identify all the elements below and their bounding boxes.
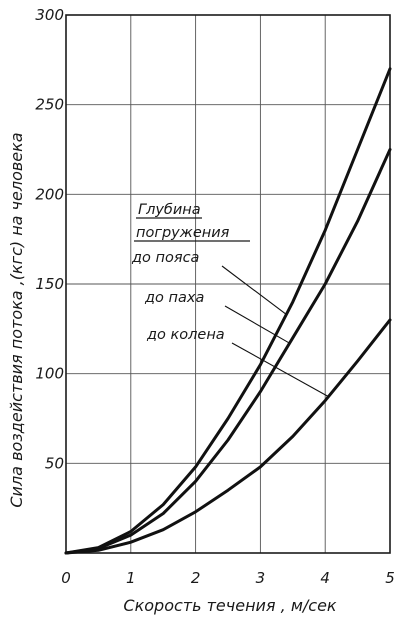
leader-knee — [231, 342, 329, 398]
curves — [64, 67, 392, 555]
curve-waist — [64, 67, 392, 555]
y-tick-label: 250 — [35, 96, 64, 114]
x-tick-label: 2 — [191, 569, 201, 587]
curve-groin — [64, 148, 392, 555]
legend-title-line2: погружения — [136, 225, 230, 241]
x-tick-label: 0 — [61, 569, 71, 587]
x-tick-label: 3 — [256, 569, 266, 587]
legend: Глубина погружения до пояса до паха до к… — [131, 202, 250, 343]
leader-waist — [221, 265, 287, 315]
grid — [65, 14, 391, 554]
legend-label-groin: до паха — [144, 290, 204, 306]
y-tick-labels: 50 100 150 200 250 300 — [35, 6, 64, 472]
y-tick-label: 300 — [35, 6, 64, 24]
legend-leaders — [221, 265, 329, 398]
legend-label-waist: до пояса — [131, 250, 199, 266]
x-tick-label: 1 — [126, 569, 136, 587]
leader-groin — [224, 305, 290, 344]
y-tick-label: 100 — [35, 365, 64, 383]
x-axis-label: Скорость течения , м/сек — [123, 596, 337, 615]
y-tick-label: 200 — [35, 185, 64, 203]
plot-frame — [65, 14, 391, 554]
legend-label-knee: до колена — [146, 327, 225, 343]
x-tick-labels: 0 1 2 3 4 5 — [61, 569, 395, 587]
x-tick-label: 4 — [320, 569, 330, 587]
curve-knee — [64, 318, 392, 555]
y-axis-label: Сила воздействия потока ,(кгс) на челове… — [7, 132, 26, 507]
y-tick-label: 150 — [35, 275, 64, 293]
x-tick-label: 5 — [385, 569, 395, 587]
legend-title-line1: Глубина — [138, 202, 201, 218]
y-tick-label: 50 — [45, 454, 64, 472]
